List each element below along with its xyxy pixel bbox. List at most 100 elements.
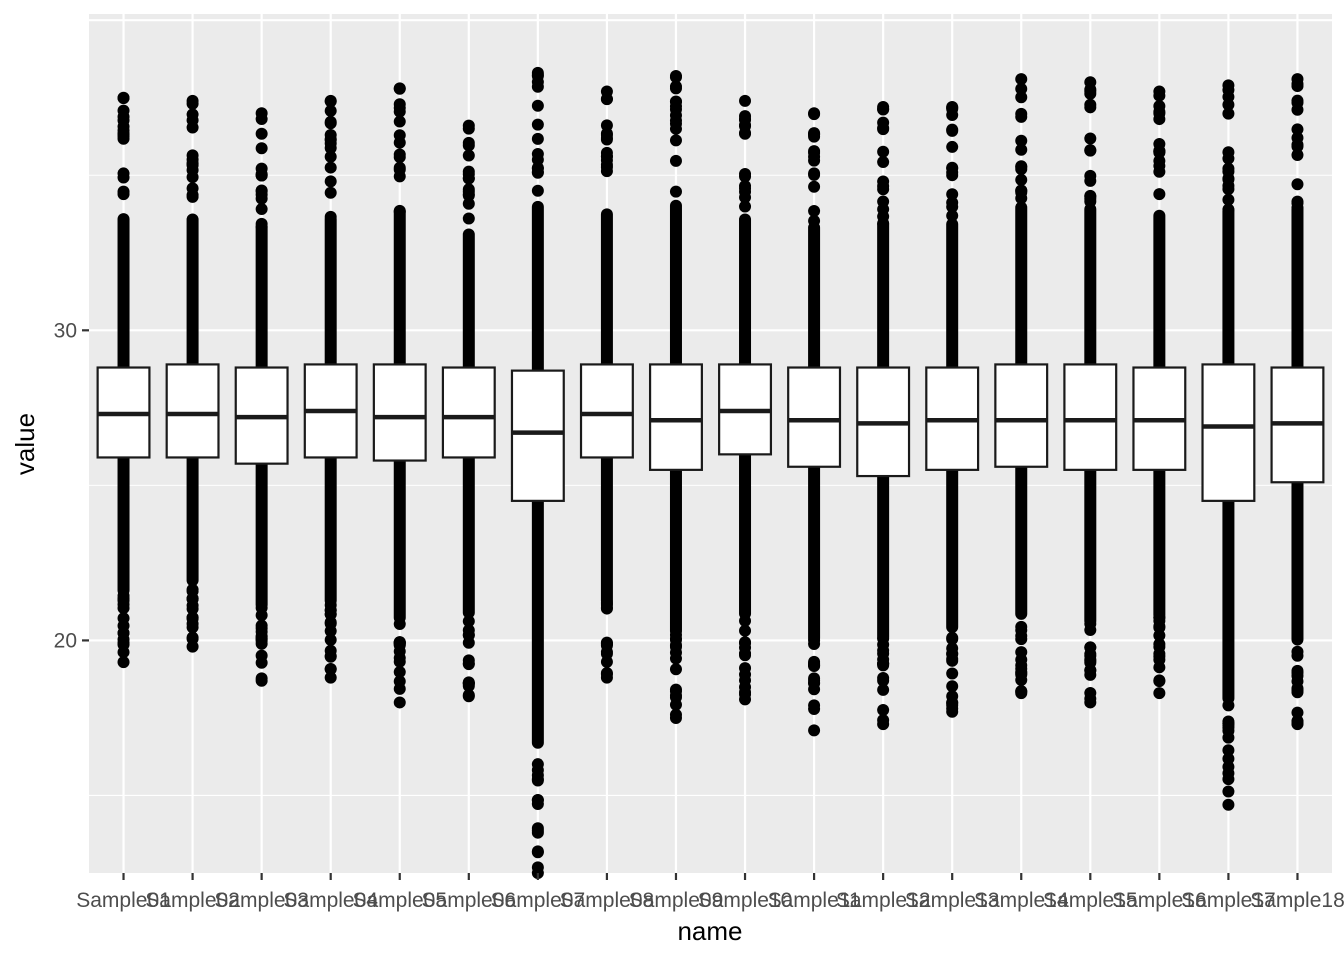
outlier-point-max bbox=[255, 107, 268, 120]
box-group-Sample02 bbox=[186, 94, 199, 653]
outlier-point bbox=[946, 209, 959, 222]
outlier-point-min bbox=[808, 724, 821, 737]
outlier-point bbox=[393, 618, 406, 631]
outlier-point bbox=[1015, 192, 1028, 205]
outlier-point bbox=[255, 127, 268, 140]
outlier-point bbox=[669, 122, 682, 135]
outlier-point bbox=[946, 697, 959, 710]
outlier-point bbox=[1153, 165, 1166, 178]
outlier-point bbox=[1153, 105, 1166, 118]
outlier-points-layer bbox=[117, 66, 1304, 879]
outlier-point bbox=[255, 632, 268, 645]
outlier-point bbox=[462, 172, 475, 185]
outlier-point bbox=[1153, 629, 1166, 642]
outlier-point bbox=[1153, 638, 1166, 651]
outlier-point bbox=[1015, 160, 1028, 173]
outlier-point-min bbox=[739, 693, 752, 706]
outlier-point bbox=[877, 156, 890, 169]
outlier-point bbox=[1084, 623, 1097, 636]
x-tick-label-Sample07: Sample07 bbox=[491, 889, 586, 912]
outlier-point bbox=[1153, 154, 1166, 167]
outlier-point-max bbox=[600, 85, 613, 98]
outlier-point-max bbox=[739, 94, 752, 107]
outlier-point bbox=[1291, 706, 1304, 719]
outlier-point bbox=[1222, 146, 1235, 159]
y-tick-label: 20 bbox=[54, 629, 77, 652]
outlier-point bbox=[1084, 132, 1097, 145]
outlier-point bbox=[117, 626, 130, 639]
x-tick-label-Sample10: Sample10 bbox=[698, 889, 793, 912]
box-Sample17 bbox=[1201, 363, 1256, 502]
outlier-point bbox=[600, 154, 613, 167]
outlier-point bbox=[1222, 193, 1235, 206]
outlier-point bbox=[117, 602, 130, 615]
x-tick-label-Sample13: Sample13 bbox=[905, 889, 1000, 912]
plot-panel bbox=[89, 14, 1332, 873]
outlier-point bbox=[600, 655, 613, 668]
outlier-point bbox=[393, 205, 406, 218]
outlier-point bbox=[1015, 143, 1028, 156]
outlier-point bbox=[324, 175, 337, 188]
outlier-point bbox=[739, 200, 752, 213]
outlier-point bbox=[324, 608, 337, 621]
outlier-point-min bbox=[186, 640, 199, 653]
outlier-point bbox=[393, 136, 406, 149]
box-group-Sample17 bbox=[1222, 79, 1235, 811]
outlier-point bbox=[877, 145, 890, 158]
outlier-point bbox=[600, 129, 613, 142]
outlier-point bbox=[739, 641, 752, 654]
outlier-point bbox=[808, 674, 821, 687]
outlier-point bbox=[1222, 744, 1235, 757]
outlier-point bbox=[1222, 717, 1235, 730]
outlier-point bbox=[877, 683, 890, 696]
outlier-point bbox=[531, 774, 544, 787]
outlier-point-max bbox=[186, 94, 199, 107]
outlier-point bbox=[1291, 94, 1304, 107]
outlier-point bbox=[1222, 731, 1235, 744]
outlier-point-max bbox=[1084, 76, 1097, 89]
outlier-point bbox=[877, 217, 890, 230]
box-Sample05 bbox=[372, 363, 427, 462]
outlier-point-min bbox=[324, 671, 337, 684]
box-Sample08 bbox=[579, 363, 634, 459]
outlier-point bbox=[946, 124, 959, 137]
outlier-point bbox=[531, 132, 544, 145]
outlier-point-max bbox=[117, 91, 130, 104]
box-group-Sample04 bbox=[324, 94, 337, 684]
outlier-point bbox=[1015, 82, 1028, 95]
outlier-point bbox=[462, 677, 475, 690]
outlier-point bbox=[255, 192, 268, 205]
outlier-point bbox=[1291, 664, 1304, 677]
outlier-point bbox=[877, 638, 890, 651]
outlier-point bbox=[877, 203, 890, 216]
outlier-point bbox=[739, 681, 752, 694]
outlier-point bbox=[1222, 107, 1235, 120]
x-tick-label-Sample18: Sample18 bbox=[1250, 889, 1344, 912]
outlier-point bbox=[1222, 162, 1235, 175]
outlier-point bbox=[324, 633, 337, 646]
outlier-point bbox=[255, 142, 268, 155]
box-group-Sample12 bbox=[877, 101, 890, 731]
outlier-point bbox=[739, 120, 752, 133]
outlier-point bbox=[808, 205, 821, 218]
outlier-point bbox=[531, 148, 544, 161]
outlier-point-max bbox=[1291, 73, 1304, 86]
outlier-point bbox=[877, 657, 890, 670]
outlier-point bbox=[324, 142, 337, 155]
outlier-point bbox=[1153, 661, 1166, 674]
outlier-point bbox=[393, 645, 406, 658]
outlier-point bbox=[1015, 633, 1028, 646]
outlier-point bbox=[324, 117, 337, 130]
outlier-point bbox=[877, 123, 890, 136]
outlier-point bbox=[946, 647, 959, 660]
outlier-point bbox=[600, 165, 613, 178]
outlier-point bbox=[669, 154, 682, 167]
outlier-point bbox=[1291, 103, 1304, 116]
box-group-Sample14 bbox=[1015, 73, 1028, 700]
outlier-point bbox=[877, 175, 890, 188]
outlier-point bbox=[669, 632, 682, 645]
outlier-point bbox=[1015, 653, 1028, 666]
outlier-point bbox=[393, 148, 406, 161]
x-axis-title: name bbox=[677, 916, 742, 946]
boxes-layer bbox=[96, 363, 1325, 502]
